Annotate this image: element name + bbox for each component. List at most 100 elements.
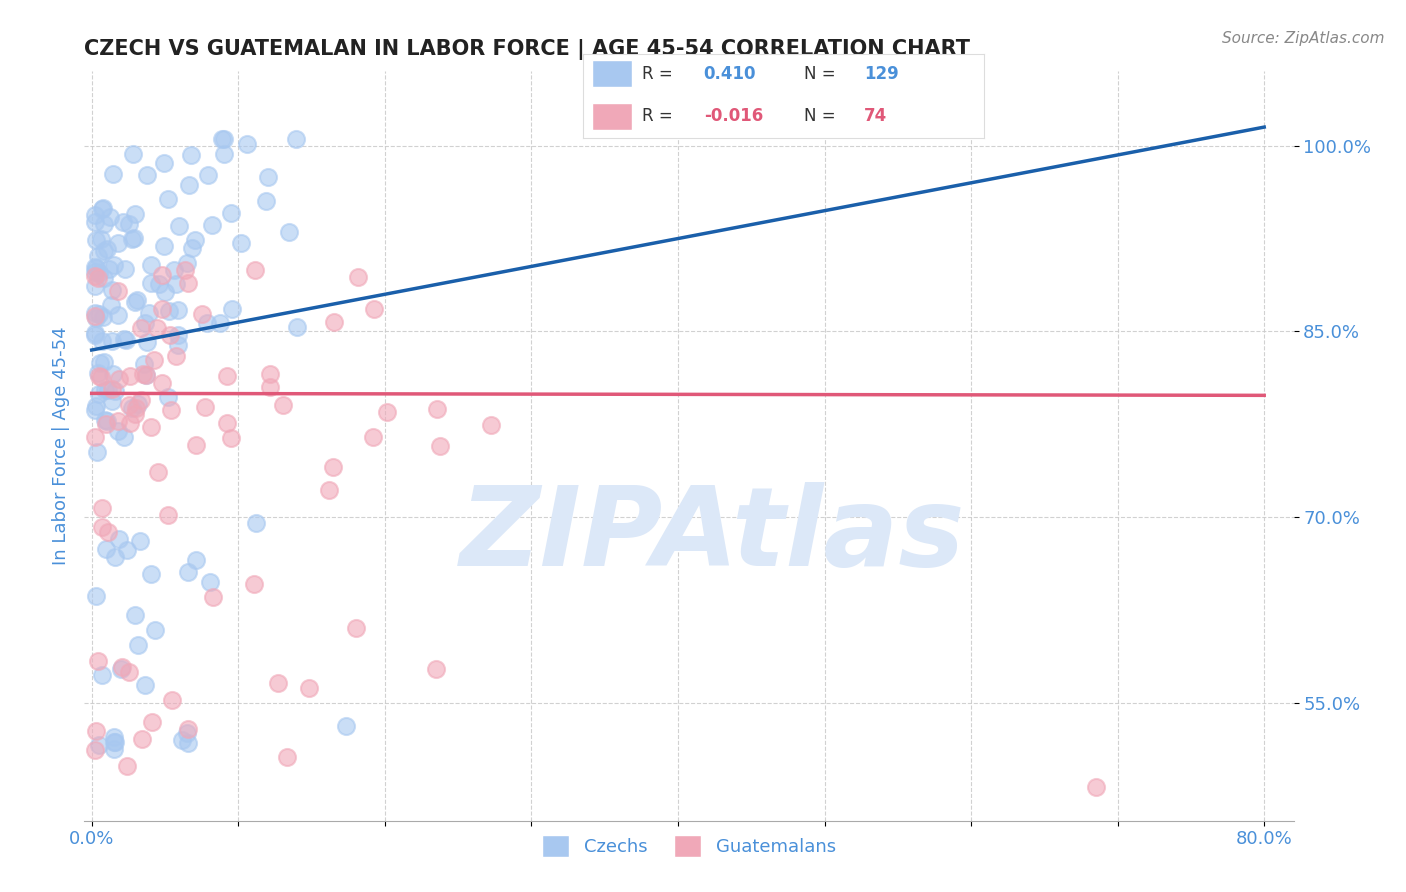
Point	[97, 525, 120, 540]
Point	[87, 366, 110, 380]
Point	[114, 333, 136, 347]
Point	[191, 307, 214, 321]
Point	[93, 271, 115, 285]
Point	[219, 431, 242, 445]
Point	[271, 398, 294, 412]
Point	[124, 608, 146, 623]
Point	[112, 332, 135, 346]
Point	[322, 459, 344, 474]
Point	[245, 262, 267, 277]
Point	[142, 352, 165, 367]
Point	[87, 307, 110, 321]
Point	[184, 437, 207, 451]
Point	[98, 261, 121, 276]
Legend: Czechs, Guatemalans: Czechs, Guatemalans	[534, 828, 844, 864]
Point	[87, 271, 110, 285]
Point	[83, 326, 105, 341]
Point	[107, 236, 129, 251]
Point	[285, 319, 308, 334]
Point	[91, 202, 114, 217]
Point	[153, 285, 176, 300]
Point	[101, 167, 124, 181]
Point	[426, 401, 449, 416]
Point	[150, 268, 173, 282]
Bar	[592, 61, 631, 87]
Point	[122, 147, 145, 161]
Point	[254, 194, 277, 208]
Point	[167, 219, 190, 233]
Point	[110, 660, 132, 674]
Point	[103, 735, 125, 749]
Point	[83, 743, 105, 757]
Point	[101, 368, 124, 382]
Point	[96, 414, 118, 428]
Point	[157, 508, 180, 522]
Point	[167, 337, 190, 351]
Point	[318, 483, 340, 497]
Point	[177, 722, 200, 736]
Point	[145, 623, 167, 637]
Point	[118, 217, 141, 231]
Text: R =: R =	[641, 107, 672, 125]
Point	[83, 260, 105, 274]
Point	[157, 192, 180, 206]
Point	[141, 566, 163, 581]
Point	[124, 407, 146, 421]
Point	[83, 328, 105, 343]
Point	[84, 399, 107, 413]
Point	[86, 723, 108, 738]
Point	[146, 465, 169, 479]
Point	[90, 334, 112, 348]
Point	[118, 416, 141, 430]
Point	[180, 147, 202, 161]
Point	[83, 269, 105, 284]
Point	[335, 719, 357, 733]
Point	[361, 430, 384, 444]
Point	[125, 401, 148, 415]
Point	[429, 439, 451, 453]
Point	[208, 316, 231, 330]
Point	[322, 315, 344, 329]
Point	[176, 726, 198, 740]
Point	[124, 207, 146, 221]
Point	[115, 758, 138, 772]
Point	[107, 414, 129, 428]
Point	[84, 306, 107, 320]
Point	[90, 231, 112, 245]
Point	[93, 413, 115, 427]
Point	[89, 267, 111, 281]
Point	[135, 168, 157, 182]
Point	[298, 681, 321, 696]
Point	[103, 742, 125, 756]
Point	[157, 304, 180, 318]
Point	[104, 384, 127, 398]
Point	[259, 367, 281, 381]
Point	[170, 733, 193, 747]
Point	[176, 256, 198, 270]
Point	[84, 261, 107, 276]
Point	[117, 542, 139, 557]
Point	[344, 621, 367, 635]
Point	[129, 392, 152, 407]
Point	[479, 417, 502, 432]
Point	[180, 241, 202, 255]
Point	[347, 269, 370, 284]
Point	[101, 334, 124, 349]
Point	[167, 327, 190, 342]
Text: -0.016: -0.016	[704, 107, 763, 125]
Text: CZECH VS GUATEMALAN IN LABOR FORCE | AGE 45-54 CORRELATION CHART: CZECH VS GUATEMALAN IN LABOR FORCE | AGE…	[84, 38, 970, 60]
Point	[135, 368, 157, 382]
Point	[114, 262, 136, 277]
Point	[112, 430, 135, 444]
Point	[127, 397, 149, 411]
Point	[197, 168, 219, 182]
Point	[363, 301, 385, 316]
Text: R =: R =	[641, 65, 672, 83]
Point	[89, 738, 111, 752]
Point	[186, 553, 208, 567]
Point	[89, 356, 111, 370]
Point	[236, 137, 259, 152]
Point	[98, 211, 121, 225]
Point	[87, 368, 110, 383]
Text: 0.410: 0.410	[704, 65, 756, 83]
